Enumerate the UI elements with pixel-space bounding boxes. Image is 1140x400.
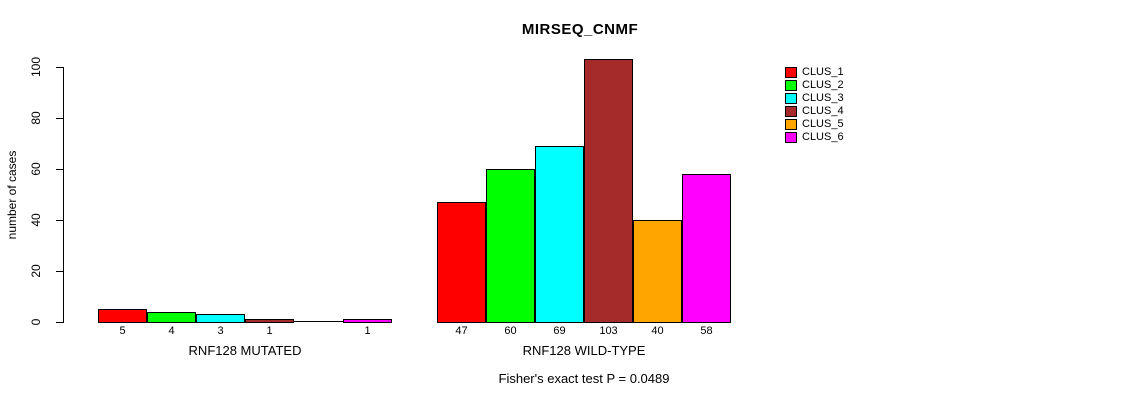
bar-zero — [294, 321, 343, 322]
bar-value-label: 3 — [217, 325, 224, 337]
y-axis-tick — [56, 271, 63, 272]
y-tick-label: 40 — [29, 213, 43, 227]
legend-swatch-icon — [785, 119, 797, 130]
bar — [343, 319, 392, 323]
bar-value-label: 47 — [455, 325, 468, 337]
y-tick-label: 0 — [29, 318, 43, 326]
legend-swatch-icon — [785, 80, 797, 91]
group-label: RNF128 WILD-TYPE — [522, 343, 646, 358]
legend-swatch-icon — [785, 132, 797, 143]
bar — [245, 319, 294, 323]
y-tick-label: 20 — [29, 264, 43, 278]
bar — [147, 312, 196, 323]
bar-value-label: 1 — [266, 325, 273, 337]
bar-value-label: 1 — [364, 325, 371, 337]
legend-item: CLUS_2 — [785, 80, 844, 91]
legend-label: CLUS_3 — [802, 92, 844, 104]
bar-value-label: 103 — [599, 325, 618, 337]
bar-value-label: 5 — [119, 325, 126, 337]
bar — [196, 314, 245, 323]
bar-value-label: 69 — [553, 325, 566, 337]
y-tick-label: 60 — [29, 162, 43, 176]
y-axis-tick — [56, 322, 63, 323]
bar — [98, 309, 147, 323]
bar — [535, 146, 584, 323]
legend-swatch-icon — [785, 67, 797, 78]
bar-value-label: 40 — [651, 325, 664, 337]
group-label: RNF128 MUTATED — [188, 343, 302, 358]
chart-title: MIRSEQ_CNMF — [521, 21, 639, 38]
y-axis-tick — [56, 118, 63, 119]
legend: CLUS_1 CLUS_2 CLUS_3 CLUS_4 CLUS_5 CLUS_6 — [785, 67, 844, 145]
bar-value-label: 4 — [168, 325, 175, 337]
legend-swatch-icon — [785, 106, 797, 117]
bar — [682, 174, 731, 323]
y-axis-line — [63, 67, 64, 323]
y-axis-tick — [56, 169, 63, 170]
bar — [584, 59, 633, 323]
bar-value-label: 60 — [504, 325, 517, 337]
y-axis-tick — [56, 220, 63, 221]
bar — [633, 220, 682, 323]
y-tick-label: 80 — [29, 111, 43, 125]
legend-label: CLUS_4 — [802, 105, 844, 117]
legend-label: CLUS_6 — [802, 131, 844, 143]
legend-label: CLUS_5 — [802, 118, 844, 130]
legend-item: CLUS_1 — [785, 67, 844, 78]
fisher-test-note: Fisher's exact test P = 0.0489 — [498, 371, 670, 386]
bar — [437, 202, 486, 323]
legend-item: CLUS_6 — [785, 132, 844, 143]
bar-value-label: 58 — [700, 325, 713, 337]
legend-item: CLUS_3 — [785, 93, 844, 104]
legend-label: CLUS_1 — [802, 66, 844, 78]
y-axis-tick — [56, 67, 63, 68]
legend-item: CLUS_5 — [785, 119, 844, 130]
y-tick-label: 100 — [29, 56, 43, 78]
bar — [486, 169, 535, 323]
legend-swatch-icon — [785, 93, 797, 104]
legend-item: CLUS_4 — [785, 106, 844, 117]
legend-label: CLUS_2 — [802, 79, 844, 91]
